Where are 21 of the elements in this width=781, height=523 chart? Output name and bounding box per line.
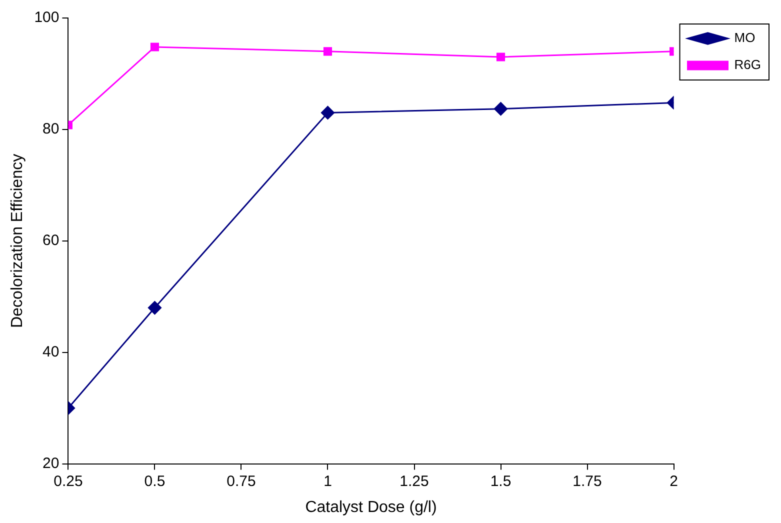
x-tick-label: 0.25 bbox=[54, 472, 83, 490]
legend-label: R6G bbox=[734, 57, 762, 72]
point bbox=[494, 102, 508, 116]
y-tick-label: 80 bbox=[42, 120, 60, 138]
point bbox=[496, 52, 506, 62]
x-tick-label: 0.5 bbox=[144, 472, 166, 490]
y-tick-label: 20 bbox=[42, 454, 60, 472]
y-tick-label: 40 bbox=[42, 343, 60, 360]
point bbox=[320, 106, 334, 120]
x-tick-label: 2 bbox=[670, 472, 678, 490]
x-tick-label: 1.5 bbox=[490, 472, 512, 490]
x-tick-label: 1 bbox=[324, 472, 332, 490]
x-tick-label: 0.75 bbox=[226, 472, 256, 490]
point bbox=[323, 47, 332, 56]
y-axis-title: Decolorization Efficiency bbox=[9, 154, 26, 328]
x-tick-label: 1.75 bbox=[572, 472, 602, 490]
x-tick-label: 1.25 bbox=[400, 472, 429, 490]
y-tick-label: 100 bbox=[34, 9, 60, 26]
legend-label: MO bbox=[734, 30, 756, 46]
y-tick-label: 60 bbox=[42, 232, 60, 250]
x-axis-title: Catalyst Dose (g/l) bbox=[305, 498, 437, 516]
